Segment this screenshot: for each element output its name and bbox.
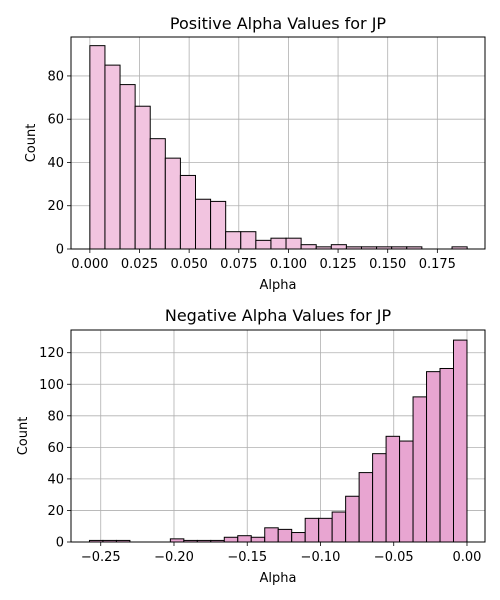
- histogram-bar: [237, 535, 252, 543]
- histogram-bar: [399, 440, 414, 543]
- histogram-bar: [345, 495, 360, 543]
- y-tick-label: 40: [47, 472, 64, 487]
- x-tick-label: 0.000: [71, 257, 108, 272]
- y-tick-label: 60: [47, 113, 64, 128]
- y-tick-label: 0: [56, 536, 64, 551]
- histogram-bar: [149, 138, 166, 250]
- y-tick-label: 60: [47, 441, 64, 456]
- histogram-bar: [412, 396, 428, 543]
- histogram-bar: [89, 45, 106, 250]
- histogram-bar: [291, 532, 306, 543]
- x-tick-label: 0.025: [121, 257, 158, 272]
- histogram-bar: [264, 527, 279, 543]
- histogram-bar: [277, 528, 293, 543]
- x-tick-label: 0.050: [171, 257, 208, 272]
- x-tick-label: −0.15: [227, 550, 267, 565]
- histogram-bar: [331, 511, 347, 543]
- x-tick-label: 0.00: [453, 550, 482, 565]
- histogram-bar: [385, 435, 401, 543]
- plot-frame: [70, 36, 486, 250]
- x-tick-label: 0.125: [319, 257, 356, 272]
- histogram-bar: [250, 536, 266, 543]
- histogram-bar: [240, 231, 257, 250]
- histogram-bar: [452, 339, 468, 543]
- x-tick-label: −0.10: [301, 550, 341, 565]
- histogram-bar: [330, 244, 347, 250]
- histogram-bar: [439, 367, 454, 543]
- y-tick-label: 120: [39, 346, 64, 361]
- positive-alpha-histogram: Positive Alpha Values for JP 0.000 0.025 0…: [24, 14, 486, 293]
- histogram-bar: [134, 105, 151, 250]
- y-tick-label: 80: [47, 69, 64, 84]
- histogram-bar: [119, 84, 136, 250]
- x-tick-label: 0.150: [369, 257, 406, 272]
- x-tick-label: 0.175: [419, 257, 456, 272]
- y-tick-label: 20: [47, 199, 64, 214]
- histogram-bar: [255, 239, 272, 250]
- x-axis-label: Alpha: [260, 278, 297, 293]
- x-tick-label: −0.05: [374, 550, 414, 565]
- plot-frame: [70, 329, 486, 543]
- x-tick-label: −0.20: [154, 550, 194, 565]
- chart-title: Negative Alpha Values for JP: [165, 306, 392, 325]
- histogram-bar: [285, 237, 302, 250]
- x-axis-label: Alpha: [260, 571, 297, 586]
- y-tick-label: 40: [47, 156, 64, 171]
- negative-alpha-histogram: Negative Alpha Values for JP −0.25 −0.20 −…: [16, 306, 486, 586]
- histogram-bar: [426, 371, 441, 543]
- histogram-bar: [300, 244, 317, 250]
- y-axis-label: Count: [24, 124, 39, 163]
- y-tick-label: 20: [47, 504, 64, 519]
- y-tick-label: 80: [47, 409, 64, 424]
- histogram-bar: [194, 198, 212, 250]
- histogram-bar: [164, 157, 181, 250]
- histogram-bar: [304, 517, 320, 543]
- x-tick-label: 0.075: [220, 257, 257, 272]
- histogram-bar: [179, 174, 196, 250]
- histogram-bar: [104, 64, 121, 250]
- histogram-bar: [223, 536, 239, 543]
- y-tick-label: 0: [56, 243, 64, 258]
- x-tick-label: 0.100: [270, 257, 307, 272]
- x-tick-label: −0.25: [81, 550, 121, 565]
- histogram-bar: [318, 517, 333, 543]
- histogram-bar: [358, 472, 374, 543]
- histogram-bar: [372, 453, 387, 543]
- chart-title: Positive Alpha Values for JP: [170, 14, 387, 33]
- y-axis-label: Count: [16, 417, 31, 456]
- histogram-bar: [225, 231, 242, 250]
- histogram-bar: [210, 200, 227, 250]
- y-tick-label: 100: [39, 378, 64, 393]
- histogram-bar: [270, 237, 287, 250]
